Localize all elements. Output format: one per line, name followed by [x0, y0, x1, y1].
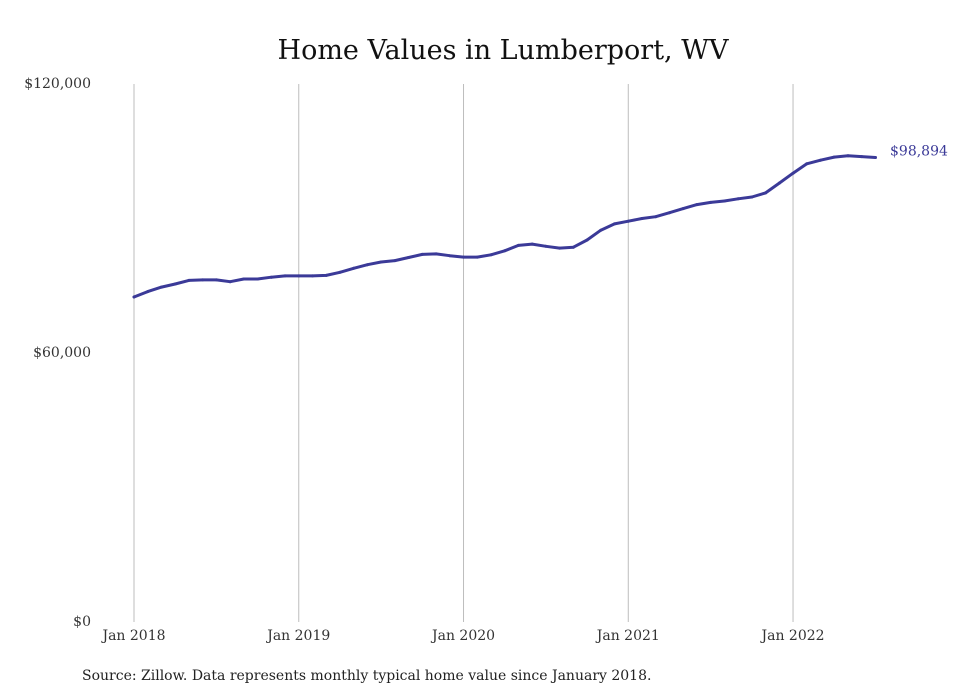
- data-point: [256, 277, 260, 281]
- data-point: [613, 222, 616, 226]
- y-axis-labels: $0 $60,000 $120,000: [24, 76, 91, 630]
- source-note: Source: Zillow. Data represents monthly …: [82, 668, 652, 684]
- data-point: [668, 211, 671, 215]
- x-tick-label: Jan 2020: [430, 628, 495, 644]
- y-tick-label: $120,000: [24, 76, 91, 92]
- data-point: [242, 277, 246, 281]
- data-point: [599, 228, 603, 232]
- data-point: [407, 256, 411, 259]
- data-point: [805, 162, 809, 166]
- data-point: [558, 246, 562, 250]
- data-point: [736, 197, 740, 201]
- data-point: [654, 215, 658, 219]
- data-point: [311, 274, 314, 278]
- data-point: [420, 252, 424, 256]
- data-point: [819, 158, 822, 162]
- data-point: [777, 181, 781, 185]
- data-point: [640, 217, 644, 220]
- data-point: [283, 274, 287, 278]
- x-tick-label: Jan 2018: [100, 628, 165, 644]
- x-tick-label: Jan 2022: [760, 628, 825, 644]
- series-layer: $98,894: [132, 144, 948, 299]
- data-point: [791, 171, 795, 175]
- data-point: [681, 207, 685, 211]
- end-value-label: $98,894: [890, 144, 948, 160]
- series-line: [132, 154, 877, 299]
- x-tick-label: Jan 2019: [265, 628, 330, 644]
- data-point: [324, 273, 328, 277]
- data-point: [571, 245, 575, 249]
- data-point: [585, 238, 589, 242]
- data-point: [379, 260, 383, 264]
- data-point: [832, 155, 836, 159]
- data-point: [173, 282, 177, 286]
- data-point: [160, 285, 163, 289]
- data-point: [530, 242, 534, 246]
- y-tick-label: $0: [73, 614, 91, 630]
- data-point: [201, 278, 205, 282]
- data-point: [269, 275, 273, 279]
- data-point: [626, 219, 630, 223]
- x-tick-label: Jan 2021: [595, 628, 660, 644]
- data-point: [860, 155, 864, 159]
- vertical-gridlines: [133, 84, 794, 622]
- chart-title: Home Values in Lumberport, WV: [278, 35, 729, 66]
- data-point: [338, 270, 342, 274]
- data-point: [462, 255, 465, 259]
- data-point: [503, 249, 507, 253]
- data-point: [187, 278, 191, 282]
- data-point: [365, 263, 369, 267]
- data-point: [146, 290, 150, 294]
- data-point: [448, 254, 452, 258]
- data-point: [722, 199, 726, 203]
- data-point: [709, 200, 713, 204]
- data-point: [132, 295, 136, 299]
- data-point: [214, 278, 218, 282]
- data-point: [695, 203, 699, 207]
- data-point: [846, 154, 850, 158]
- data-point: [228, 280, 232, 284]
- data-point: [475, 255, 479, 259]
- data-point: [297, 274, 301, 278]
- data-point: [544, 244, 548, 248]
- data-point: [764, 191, 768, 195]
- data-point: [352, 266, 356, 270]
- x-axis-labels: Jan 2018 Jan 2019 Jan 2020 Jan 2021 Jan 2022: [100, 628, 824, 644]
- data-point: [489, 253, 493, 257]
- data-point: [750, 195, 754, 199]
- data-point: [393, 259, 397, 263]
- data-point: [873, 156, 877, 159]
- data-point: [434, 252, 438, 256]
- data-point: [516, 243, 520, 247]
- y-tick-label: $60,000: [33, 345, 91, 361]
